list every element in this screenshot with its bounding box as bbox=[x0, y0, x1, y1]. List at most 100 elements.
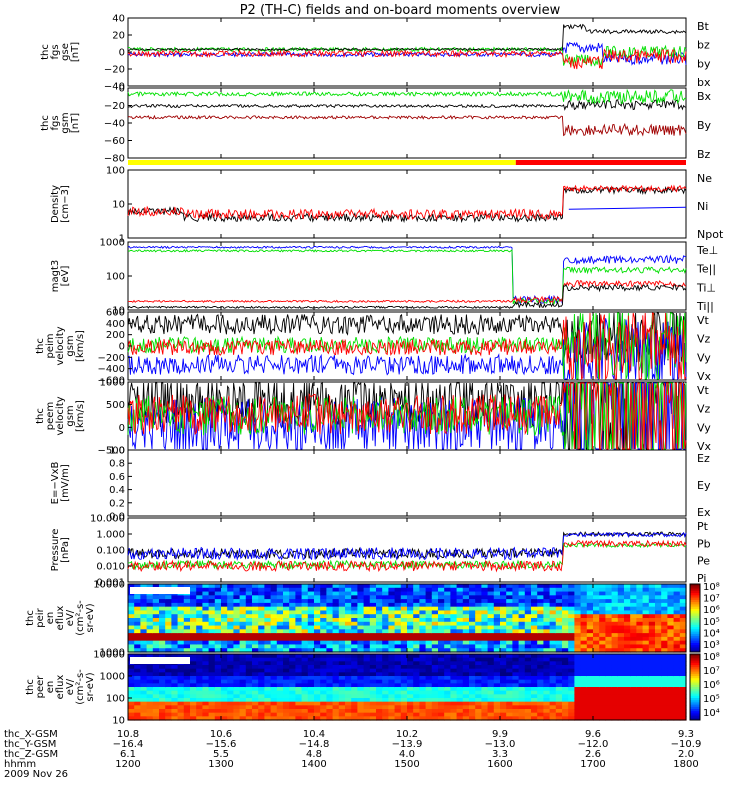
spectro-cell bbox=[276, 591, 284, 596]
spectro-cell bbox=[593, 683, 600, 688]
spectro-cell bbox=[239, 640, 247, 646]
spectro-cell bbox=[648, 665, 656, 670]
spectro-cell bbox=[221, 644, 228, 649]
spectro-cell bbox=[444, 621, 451, 627]
spectro-cell bbox=[208, 665, 216, 670]
spectro-cell bbox=[599, 633, 606, 638]
spectro-cell bbox=[394, 636, 402, 642]
spectro-cell bbox=[394, 606, 402, 612]
spectro-cell bbox=[295, 595, 303, 600]
spectro-cell bbox=[642, 602, 650, 608]
spectro-cell bbox=[624, 621, 631, 627]
spectro-cell bbox=[580, 625, 588, 630]
spectro-cell bbox=[562, 672, 569, 677]
spectro-cell bbox=[555, 614, 563, 619]
spectro-cell bbox=[165, 610, 172, 615]
spectro-cell bbox=[543, 701, 551, 706]
spectro-cell bbox=[183, 690, 191, 695]
spectro-cell bbox=[642, 705, 650, 710]
spectro-cell bbox=[655, 683, 662, 688]
spectro-cell bbox=[159, 698, 166, 703]
spectro-cell bbox=[289, 712, 296, 717]
spectro-cell bbox=[283, 687, 290, 692]
spectro-cell bbox=[227, 595, 234, 600]
spectro-cell bbox=[301, 610, 309, 615]
spectro-cell bbox=[307, 716, 315, 721]
spectro-cell bbox=[245, 618, 253, 623]
spectro-cell bbox=[487, 676, 495, 681]
spectro-cell bbox=[351, 629, 358, 634]
spectro-cell bbox=[295, 679, 303, 684]
spectro-cell bbox=[202, 690, 210, 695]
y-label-line: eV/ bbox=[65, 678, 76, 695]
spectro-cell bbox=[239, 610, 247, 615]
y-label-line: fgs bbox=[50, 44, 61, 59]
spectro-cell bbox=[524, 654, 532, 659]
spectro-cell bbox=[332, 610, 340, 615]
spectro-cell bbox=[425, 636, 433, 642]
spectro-cell bbox=[555, 602, 563, 608]
spectro-cell bbox=[450, 698, 458, 703]
spectro-cell bbox=[233, 610, 241, 615]
spectro-cell bbox=[593, 687, 600, 692]
spectro-cell bbox=[574, 599, 582, 604]
spectro-cell bbox=[537, 654, 544, 659]
spectro-cell bbox=[258, 595, 265, 600]
spectro-cell bbox=[202, 602, 210, 608]
spectro-cell bbox=[512, 676, 520, 681]
spectro-cell bbox=[289, 687, 296, 692]
spectro-cell bbox=[190, 591, 197, 596]
spectro-cell bbox=[283, 599, 290, 604]
spectro-cell bbox=[214, 644, 222, 649]
spectro-cell bbox=[301, 636, 309, 642]
spectro-cell bbox=[506, 629, 513, 634]
spectro-cell bbox=[214, 621, 222, 627]
spectro-cell bbox=[239, 595, 247, 600]
spectro-cell bbox=[239, 687, 247, 692]
spectro-cell bbox=[593, 591, 600, 596]
spectro-cell bbox=[152, 694, 160, 699]
spectro-cell bbox=[655, 676, 662, 681]
spectro-cell bbox=[624, 676, 631, 681]
spectro-cell bbox=[283, 644, 290, 649]
spectro-cell bbox=[183, 665, 191, 670]
spectro-cell bbox=[221, 610, 228, 615]
spectro-cell bbox=[177, 625, 185, 630]
colorbar-cell bbox=[690, 706, 700, 710]
spectro-cell bbox=[506, 587, 513, 593]
spectro-cell bbox=[642, 587, 650, 593]
spectro-cell bbox=[140, 712, 148, 717]
y-label-line: gse bbox=[60, 43, 71, 61]
spectro-cell bbox=[667, 633, 675, 638]
legend-ti: Ti|| bbox=[696, 300, 714, 313]
spectro-cell bbox=[444, 716, 451, 721]
spectro-cell bbox=[307, 640, 315, 646]
spectro-cell bbox=[233, 694, 241, 699]
spectro-cell bbox=[382, 687, 389, 692]
spectro-cell bbox=[642, 648, 650, 653]
spectro-cell bbox=[183, 618, 191, 623]
spectro-cell bbox=[202, 676, 210, 681]
spectro-cell bbox=[599, 672, 606, 677]
spectro-cell bbox=[462, 701, 470, 706]
spectro-cell bbox=[245, 654, 253, 659]
spectro-cell bbox=[562, 676, 569, 681]
spectro-cell bbox=[580, 712, 588, 717]
spectro-cell bbox=[140, 679, 148, 684]
spectro-cell bbox=[431, 633, 439, 638]
spectro-cell bbox=[487, 640, 495, 646]
colorbar-cell bbox=[690, 633, 700, 637]
spectro-cell bbox=[233, 599, 241, 604]
legend-bx: bx bbox=[697, 76, 711, 89]
spectro-cell bbox=[388, 591, 396, 596]
spectro-cell bbox=[382, 701, 389, 706]
spectro-cell bbox=[165, 654, 172, 659]
spectro-cell bbox=[593, 665, 600, 670]
spectro-cell bbox=[456, 606, 464, 612]
spectro-cell bbox=[512, 648, 520, 653]
spectro-cell bbox=[419, 602, 427, 608]
spectro-cell bbox=[140, 705, 148, 710]
spectro-cell bbox=[493, 683, 501, 688]
spectro-cell bbox=[363, 665, 371, 670]
spectro-cell bbox=[605, 595, 613, 600]
